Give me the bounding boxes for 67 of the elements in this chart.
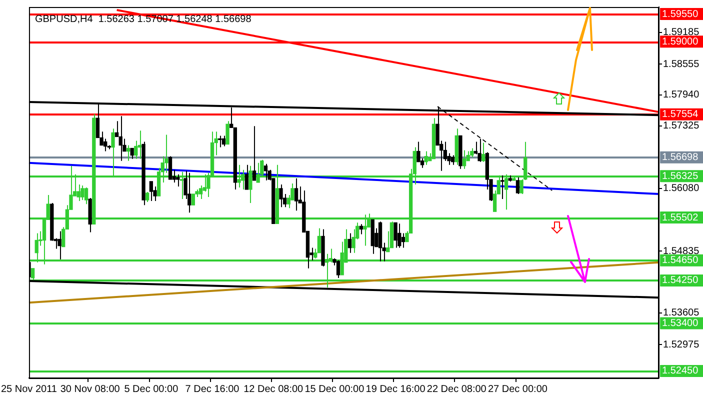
candlestick [149,180,153,202]
candlestick [176,174,180,187]
candlestick [470,148,474,158]
candlestick [130,148,134,160]
x-tick-label: 22 Dec 08:00 [426,384,487,395]
ref-line-label: 1.54650 [662,255,699,266]
y-tick-label: 1.53605 [663,308,700,319]
ref-line-label: 1.54250 [662,275,699,286]
candlestick [118,116,122,162]
y-tick-label: 1.58555 [663,58,700,70]
candlestick [84,186,88,205]
candlestick [146,192,150,203]
candlestick [188,172,192,214]
candlestick [58,230,62,260]
x-tick-label: 5 Dec 00:00 [124,384,179,395]
candlestick [76,184,80,202]
ref-line-label: 1.55502 [662,212,699,224]
x-tick-label: 19 Dec 16:00 [366,384,426,395]
candlestick [134,140,138,160]
candlestick [222,135,226,147]
candlestick [450,154,455,166]
candlestick [348,232,352,254]
ref-line-label: 1.56698 [662,152,699,164]
ref-line-label: 1.56325 [662,170,699,182]
candlestick [462,150,466,170]
x-tick-label: 25 Nov 2011 [1,384,58,395]
x-tick-label: 12 Dec 08:00 [244,384,304,395]
candlestick [294,178,298,212]
candlestick [138,130,142,160]
ref-line-label: 1.53400 [662,318,699,329]
ref-line-label: 1.59550 [662,8,699,20]
ref-line-label: 1.57554 [662,109,699,120]
candlestick [359,224,364,235]
candlestick [478,138,482,162]
y-tick-label: 1.52975 [663,339,700,350]
candlestick [126,144,130,162]
y-tick-label: 1.57325 [663,120,700,132]
x-tick-label: 30 Nov 08:00 [60,384,120,395]
candlestick [80,184,84,201]
candlestick [191,194,195,206]
candlestick [482,142,486,162]
candlestick [520,178,524,195]
candlestick [198,184,203,200]
candlestick [244,164,248,190]
candlestick [394,222,398,248]
x-tick-label: 15 Dec 00:00 [304,384,365,395]
y-tick-label: 1.59185 [663,27,700,38]
x-tick-label: 7 Dec 16:00 [185,384,240,395]
candlestick [424,150,428,166]
candlestick [264,163,268,181]
candlestick [516,176,520,195]
x-tick-label: 27 Dec 00:00 [488,384,548,395]
ref-line-label: 1.59000 [662,36,699,48]
candlestick [248,165,252,204]
candlestick [336,260,340,278]
candlestick [226,120,230,145]
candlestick [398,223,402,248]
candlestick [500,174,504,200]
candlestick [252,126,256,181]
y-tick-label: 1.56080 [663,183,700,194]
candlestick [279,184,283,208]
candlestick [168,156,172,180]
candlestick [401,232,406,248]
y-tick-label: 1.54835 [663,246,700,257]
candlestick [104,138,108,152]
y-tick-label: 1.57940 [663,90,700,101]
ref-line-label: 1.52450 [662,366,699,377]
